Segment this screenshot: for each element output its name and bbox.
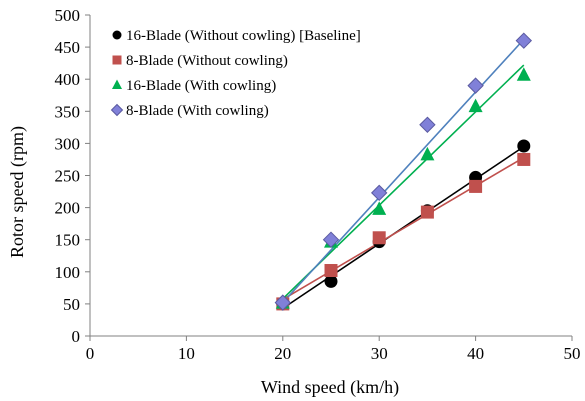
data-point-series-1 <box>517 139 531 153</box>
y-tick-label: 250 <box>55 167 81 186</box>
legend: 16-Blade (Without cowling) [Baseline] 8-B… <box>110 28 361 119</box>
legend-marker-4 <box>110 103 124 117</box>
legend-label-2: 8-Blade (Without cowling) <box>126 53 288 69</box>
data-point-series-2 <box>517 152 531 166</box>
y-tick-label: 500 <box>55 6 81 25</box>
y-tick-label: 300 <box>55 134 81 153</box>
data-point-series-2 <box>324 264 338 278</box>
y-tick-label: 150 <box>55 231 81 250</box>
y-tick-label: 0 <box>72 327 81 346</box>
trendline-2 <box>282 156 525 301</box>
trendline-1 <box>282 145 525 310</box>
legend-marker-1 <box>112 30 122 40</box>
data-point-series-4 <box>467 77 484 94</box>
x-tick-label: 10 <box>178 344 195 363</box>
data-point-series-1 <box>324 274 338 288</box>
y-tick-label: 100 <box>55 263 81 282</box>
x-tick-label: 0 <box>86 344 95 363</box>
data-point-series-3 <box>420 146 435 161</box>
data-point-series-4 <box>370 184 388 202</box>
y-tick-label: 450 <box>55 38 81 57</box>
x-tick-label: 20 <box>274 344 291 363</box>
data-point-series-2 <box>372 231 386 245</box>
data-point-series-4 <box>419 116 436 133</box>
data-point-series-3 <box>516 67 531 81</box>
legend-marker-3 <box>112 79 122 89</box>
legend-marker-2 <box>112 55 122 65</box>
y-axis-title: Rotor speed (rpm) <box>7 126 28 258</box>
data-point-series-4 <box>322 231 340 248</box>
y-tick-label: 200 <box>55 199 81 218</box>
legend-label-3: 16-Blade (With cowling) <box>126 78 276 94</box>
data-point-series-3 <box>372 201 387 215</box>
data-point-series-4 <box>515 32 533 49</box>
x-tick-label: 50 <box>564 344 581 363</box>
x-tick-label: 40 <box>467 344 484 363</box>
data-point-series-2 <box>420 205 434 219</box>
x-axis-title: Wind speed (km/h) <box>261 377 399 398</box>
legend-label-1: 16-Blade (Without cowling) [Baseline] <box>126 28 361 44</box>
data-point-series-4 <box>274 294 292 311</box>
trendlines <box>282 38 525 310</box>
y-tick-label: 350 <box>55 102 81 121</box>
y-tick-label: 400 <box>55 70 81 89</box>
data-point-series-3 <box>468 98 483 113</box>
legend-label-4: 8-Blade (With cowling) <box>126 103 269 119</box>
x-tick-label: 30 <box>371 344 388 363</box>
y-tick-label: 50 <box>63 295 80 314</box>
data-point-series-2 <box>469 179 483 193</box>
axes: 0 50 100 150 200 250 300 350 400 450 500 0 10 20 30 40 5… <box>55 6 581 363</box>
trendline-4 <box>282 38 525 304</box>
data-markers <box>274 32 533 311</box>
